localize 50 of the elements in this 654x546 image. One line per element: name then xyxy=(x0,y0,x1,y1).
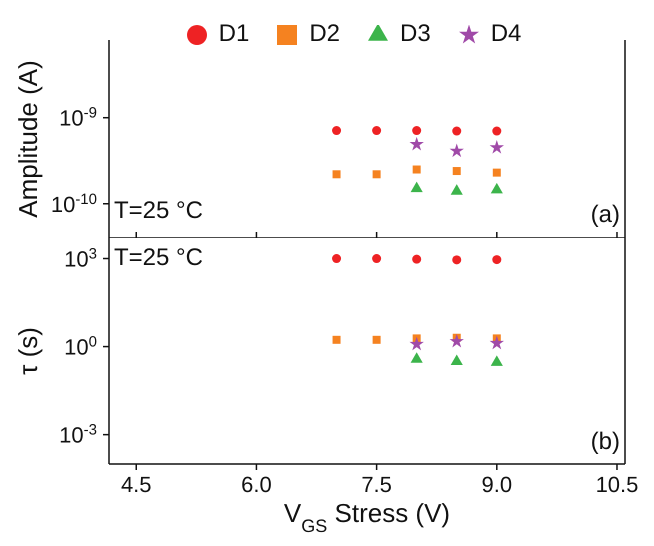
point xyxy=(492,255,502,264)
point xyxy=(372,126,382,136)
point xyxy=(490,140,504,154)
point xyxy=(412,126,422,136)
y-tick-label: 10$^{-10}$ xyxy=(50,190,97,217)
x-tick-label: 4.5 xyxy=(120,472,152,497)
annotation: (a) xyxy=(590,201,620,229)
x-tick-label: 9.0 xyxy=(482,472,512,497)
y-tick-label: 10$^{3}$ xyxy=(64,245,97,272)
point xyxy=(452,167,461,176)
point xyxy=(490,336,504,350)
x-tick-label: 10.5 xyxy=(596,472,638,497)
point xyxy=(332,170,341,178)
point xyxy=(332,126,342,136)
point xyxy=(412,254,422,264)
point xyxy=(409,136,424,150)
legend-label: D3 xyxy=(400,20,431,47)
legend-label: D4 xyxy=(490,20,522,47)
x-tick-label: 6.0 xyxy=(241,472,272,497)
point xyxy=(490,182,503,194)
point xyxy=(332,254,342,264)
legend-label: D1 xyxy=(218,20,250,47)
y-tick-label: 10$^{-9}$ xyxy=(59,104,97,131)
y-tick-label: 10$^{0}$ xyxy=(64,333,97,360)
point xyxy=(452,255,462,264)
y-tick-label: 10$^{-3}$ xyxy=(59,421,97,448)
point xyxy=(410,352,423,363)
point xyxy=(450,143,464,158)
point xyxy=(412,166,421,174)
point xyxy=(410,182,423,192)
y-axis-title: τ (s) xyxy=(13,327,43,375)
point xyxy=(332,336,341,344)
point xyxy=(490,355,503,366)
point xyxy=(372,170,381,178)
point xyxy=(450,184,463,195)
point xyxy=(492,126,502,136)
y-axis-title: Amplitude (A) xyxy=(13,60,43,218)
x-axis-title: V$_{GS}$ Stress (V) xyxy=(284,498,450,536)
x-tick-label: 7.5 xyxy=(361,472,392,497)
legend-label: D2 xyxy=(309,20,340,47)
point xyxy=(372,254,382,264)
annotation: T=25 °C xyxy=(114,197,203,225)
point xyxy=(450,334,464,348)
point xyxy=(452,126,462,136)
point xyxy=(372,336,381,344)
point xyxy=(492,168,501,177)
point xyxy=(450,354,463,366)
annotation: T=25 °C xyxy=(114,244,203,272)
annotation: (b) xyxy=(590,428,620,456)
point xyxy=(409,336,424,350)
